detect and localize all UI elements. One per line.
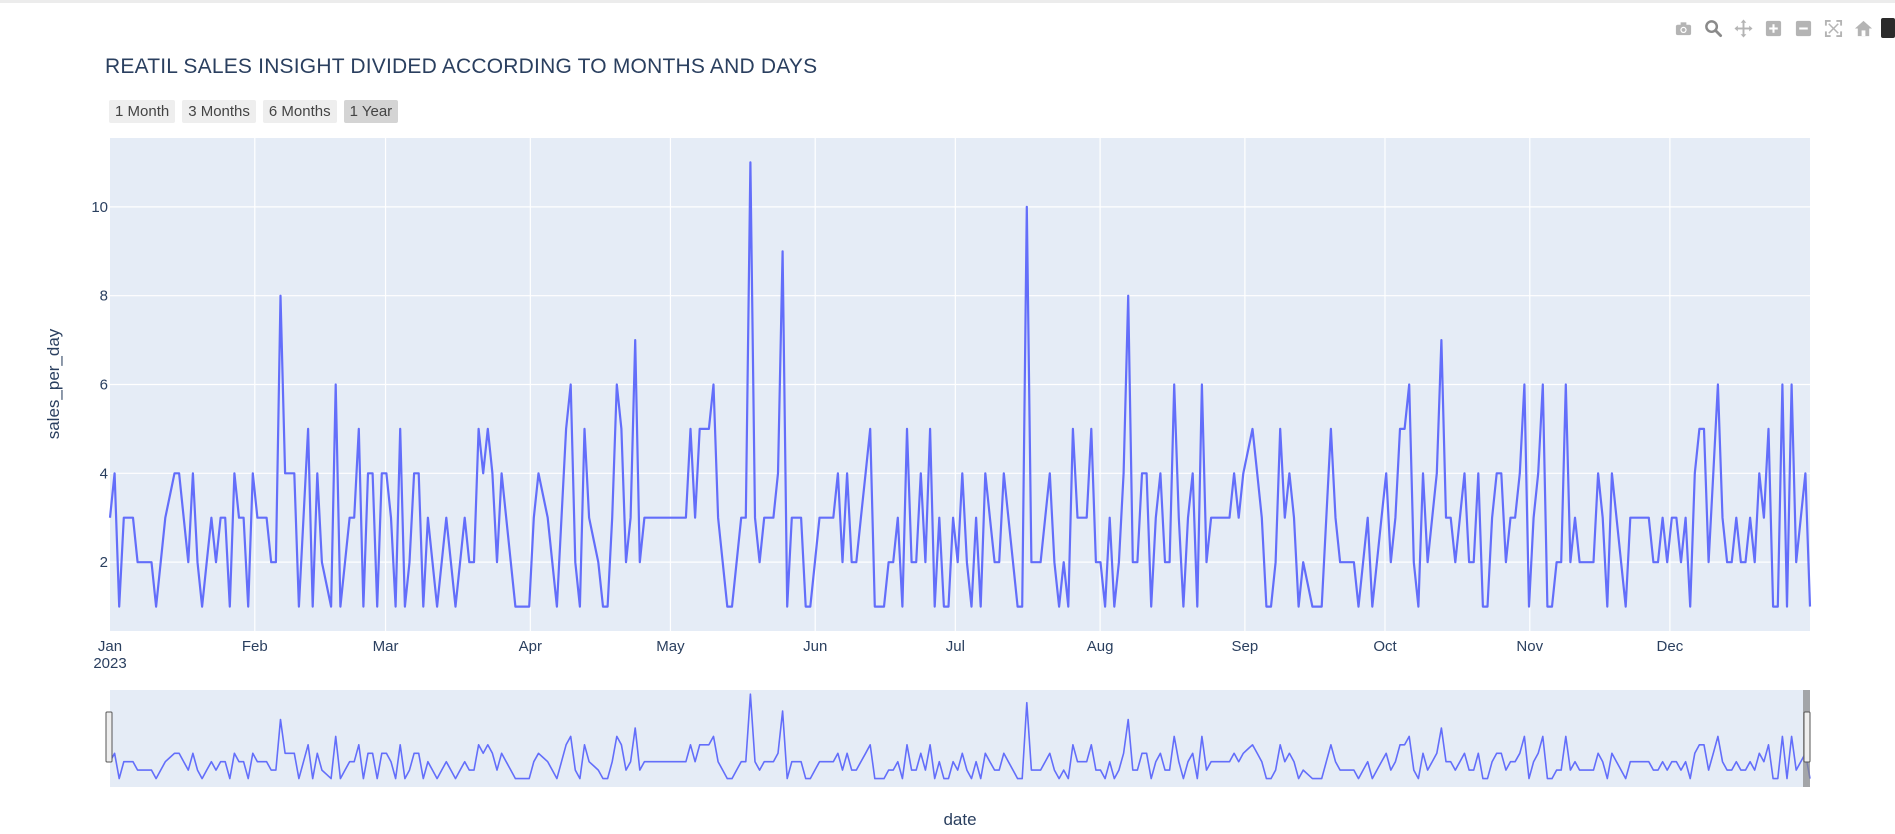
y-axis-ticks: 2 4 6 8 10: [91, 199, 108, 571]
range-button-3-months[interactable]: 3 Months: [182, 100, 256, 123]
y-tick-label: 10: [91, 199, 108, 216]
x-tick-label: May: [656, 638, 685, 655]
y-tick-label: 8: [100, 288, 108, 305]
x-tick-label: Oct: [1373, 638, 1397, 655]
x-tick-label: Dec: [1657, 638, 1684, 655]
plotly-logo-mark: [1881, 18, 1895, 38]
zoom-icon[interactable]: [1701, 16, 1725, 40]
series-line-sales-per-day: [108, 161, 1812, 608]
zoom-out-icon[interactable]: [1791, 16, 1815, 40]
pan-icon[interactable]: [1731, 16, 1755, 40]
x-tick-label: Mar: [373, 638, 399, 655]
plotly-logo-icon[interactable]: [1881, 16, 1895, 40]
x-tick-label: Feb: [242, 638, 268, 655]
x-tick-label: Jun: [803, 638, 827, 655]
rangeslider-handle-left[interactable]: [105, 711, 113, 763]
rangeslider-series-line: [109, 693, 1811, 780]
x-tick-label: Aug: [1087, 638, 1114, 655]
x-tick-label: Nov: [1516, 638, 1543, 655]
home-icon[interactable]: [1851, 16, 1875, 40]
x-tick-label: Jul: [946, 638, 965, 655]
range-button-1-year[interactable]: 1 Year: [343, 100, 399, 123]
range-button-1-month[interactable]: 1 Month: [109, 100, 176, 123]
x-axis-year-label: 2023: [93, 655, 126, 672]
autoscale-icon[interactable]: [1821, 16, 1845, 40]
chart-title: REATIL SALES INSIGHT DIVIDED ACCORDING T…: [105, 55, 818, 78]
modebar: [1671, 16, 1895, 40]
rangeslider-handle-right[interactable]: [1803, 711, 1811, 763]
y-tick-label: 6: [100, 377, 108, 394]
top-border: [0, 0, 1895, 3]
x-axis-title: date: [943, 810, 976, 829]
range-button-6-months[interactable]: 6 Months: [262, 100, 337, 123]
zoom-in-icon[interactable]: [1761, 16, 1785, 40]
x-tick-label: Jan: [98, 638, 122, 655]
y-tick-label: 4: [100, 465, 108, 482]
x-axis-ticks: Jan Feb Mar Apr May Jun Jul Aug Sep Oct Nov Dec: [98, 638, 1684, 655]
camera-icon[interactable]: [1671, 16, 1695, 40]
range-selector: 1 Month 3 Months 6 Months 1 Year: [109, 100, 399, 123]
x-tick-label: Sep: [1232, 638, 1259, 655]
y-axis-title: sales_per_day: [44, 328, 63, 439]
x-tick-label: Apr: [519, 638, 542, 655]
y-tick-label: 2: [100, 554, 108, 571]
